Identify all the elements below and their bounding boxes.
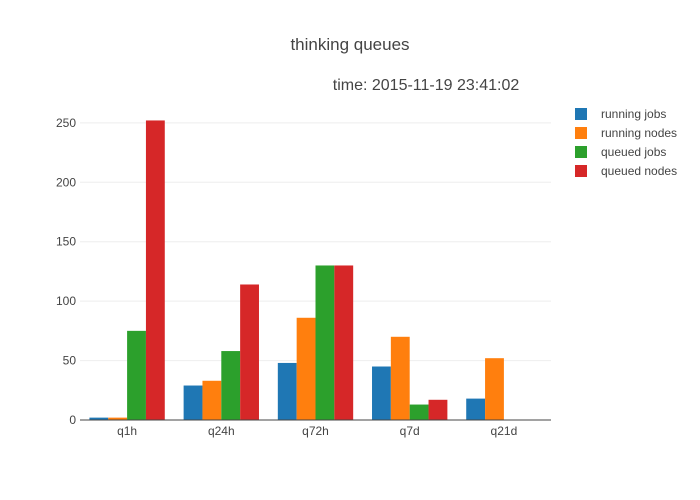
bar-q24h-running-nodes[interactable] (202, 380, 222, 420)
bar-q7d-running-jobs[interactable] (372, 366, 391, 420)
bar-q24h-queued-jobs[interactable] (221, 351, 241, 420)
legend-item-running-jobs[interactable]: running jobs (575, 107, 666, 121)
legend-item-queued-jobs[interactable]: queued jobs (575, 145, 666, 159)
bar-q7d-running-nodes[interactable] (390, 336, 410, 420)
bar-q24h-queued-nodes[interactable] (240, 284, 259, 420)
legend-label: running nodes (601, 126, 677, 140)
x-axis-ticks: q1h q24h q72h q7d q21d (117, 424, 517, 438)
bar-q1h-queued-nodes[interactable] (145, 120, 165, 421)
bar-q7d-queued-nodes[interactable] (428, 399, 448, 420)
y-axis-ticks: 0 50 100 150 200 250 (56, 116, 76, 427)
x-tick-label: q72h (302, 424, 329, 438)
legend-swatch (575, 127, 587, 139)
bar-q72h-running-nodes[interactable] (296, 317, 316, 420)
bar-q72h-running-jobs[interactable] (277, 362, 297, 420)
bar-q1h-queued-jobs[interactable] (127, 330, 146, 420)
legend-label: queued nodes (601, 164, 677, 178)
bar-q21d-running-jobs[interactable] (466, 398, 486, 420)
y-tick-label: 50 (63, 354, 77, 368)
bars[interactable] (89, 120, 504, 421)
x-tick-label: q1h (117, 424, 137, 438)
chart-title: thinking queues (290, 35, 409, 54)
legend[interactable]: running jobs running nodes queued jobs queu… (575, 107, 677, 178)
y-tick-label: 0 (69, 413, 76, 427)
bar-q72h-queued-nodes[interactable] (334, 265, 354, 420)
legend-swatch (575, 108, 587, 120)
legend-swatch (575, 146, 587, 158)
legend-swatch (575, 165, 587, 177)
bar-q7d-queued-jobs[interactable] (409, 404, 429, 420)
bar-q1h-running-jobs[interactable] (89, 417, 109, 420)
y-tick-label: 100 (56, 294, 76, 308)
legend-item-queued-nodes[interactable]: queued nodes (575, 164, 677, 178)
y-tick-label: 200 (56, 175, 76, 189)
y-tick-label: 150 (56, 235, 76, 249)
bar-q21d-running-nodes[interactable] (485, 358, 504, 420)
x-tick-label: q7d (400, 424, 420, 438)
bar-q72h-queued-jobs[interactable] (315, 265, 335, 420)
legend-label: queued jobs (601, 145, 666, 159)
y-tick-label: 250 (56, 116, 76, 130)
x-tick-label: q24h (208, 424, 235, 438)
legend-item-running-nodes[interactable]: running nodes (575, 126, 677, 140)
bar-q1h-running-nodes[interactable] (108, 417, 128, 420)
timestamp-annotation: time: 2015-11-19 23:41:02 (333, 77, 520, 94)
x-tick-label: q21d (491, 424, 518, 438)
legend-label: running jobs (601, 107, 666, 121)
bar-q24h-running-jobs[interactable] (183, 385, 203, 420)
